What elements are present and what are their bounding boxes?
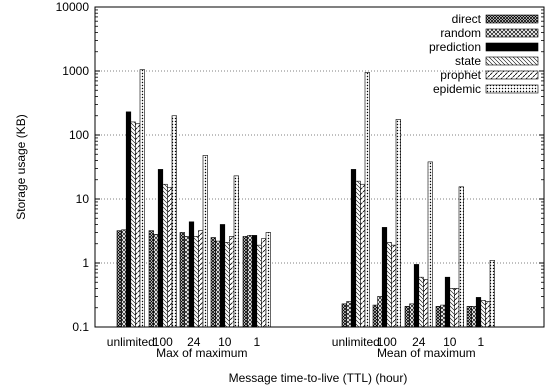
x-tick-label: 1 [477, 335, 484, 349]
x-tick-label: 10 [443, 335, 457, 349]
x-tick-label: 24 [412, 335, 426, 349]
x-tick-label: 24 [187, 335, 201, 349]
y-tick-label: 1000 [62, 64, 89, 78]
bar-random [409, 303, 415, 328]
bar-state [480, 300, 486, 328]
legend-label: random [440, 26, 481, 40]
bar-epidemic [458, 186, 464, 328]
legend: directrandompredictionstateprophetepidem… [429, 12, 539, 96]
bar-random [247, 235, 253, 328]
bar-direct [466, 306, 472, 328]
group-label: Mean of maximum [377, 346, 476, 360]
bar-prophet [198, 230, 204, 328]
y-tick-label: 100 [69, 128, 89, 142]
bar-prediction [413, 264, 420, 328]
bar-epidemic [489, 260, 495, 328]
x-tick-label: unlimited [332, 335, 380, 349]
bar-epidemic [233, 175, 239, 328]
bar-prediction [381, 227, 388, 328]
bar-epidemic [139, 69, 145, 328]
bar-state [418, 276, 424, 328]
bar-epidemic [427, 161, 433, 328]
x-tick-label: 1 [253, 335, 260, 349]
bar-prophet [360, 183, 366, 328]
bar-prediction [444, 276, 451, 328]
y-tick-label: 10 [76, 192, 90, 206]
bar-epidemic [202, 155, 208, 328]
legend-swatch-prophet [485, 70, 539, 80]
x-tick-label: 10 [218, 335, 232, 349]
plot-frame [94, 6, 545, 328]
bar-prediction [251, 235, 258, 328]
bar-state [162, 183, 168, 328]
x-axis-label: Message time-to-live (TTL) (hour) [229, 371, 408, 385]
group-label: Max of maximum [156, 346, 247, 360]
bar-state [449, 288, 455, 328]
legend-swatch-epidemic [485, 84, 539, 94]
legend-swatch-random [485, 28, 539, 38]
bar-prediction [219, 224, 226, 328]
bar-random [215, 240, 221, 328]
x-tick-label: 100 [153, 335, 173, 349]
bar-prophet [485, 301, 491, 328]
bar-random [184, 236, 190, 328]
bar-prophet [261, 238, 267, 328]
bar-direct [341, 303, 347, 328]
bar-random [377, 296, 383, 328]
legend-label: epidemic [433, 82, 481, 96]
bar-direct [435, 306, 441, 328]
bars [116, 69, 495, 328]
y-tick-label: 0.1 [72, 320, 89, 334]
legend-swatch-state [485, 56, 539, 66]
bar-prediction [188, 221, 195, 328]
bar-random [153, 234, 159, 328]
legend-swatch-direct [485, 14, 539, 24]
y-tick-label: 1 [82, 256, 89, 270]
bar-random [440, 304, 446, 328]
bar-state [130, 121, 136, 328]
y-axis: 0.1 1 10 100 1000 10000 [56, 0, 544, 334]
bar-random [346, 301, 352, 328]
legend-label: prophet [440, 68, 481, 82]
bar-state [355, 180, 361, 328]
legend-label: direct [452, 12, 482, 26]
bar-prophet [423, 279, 429, 328]
legend-label: prediction [429, 40, 481, 54]
bar-epidemic [364, 72, 370, 328]
bar-prophet [454, 288, 460, 328]
bar-direct [179, 232, 185, 328]
bar-prediction [350, 169, 357, 328]
bar-prophet [167, 187, 173, 328]
bar-random [121, 229, 127, 328]
y-axis-label: Storage usage (KB) [14, 114, 28, 219]
y-tick-label: 10000 [56, 0, 90, 14]
bar-prophet [391, 244, 397, 328]
bar-state [224, 242, 230, 328]
bar-direct [148, 230, 154, 328]
legend-label: state [455, 54, 481, 68]
bar-direct [210, 237, 216, 328]
bar-direct [372, 304, 378, 328]
bar-direct [242, 236, 248, 328]
bar-direct [404, 306, 410, 328]
x-tick-label: 100 [377, 335, 397, 349]
legend-swatch-prediction [485, 42, 539, 52]
bar-state [193, 236, 199, 328]
bar-state [386, 242, 392, 328]
bar-prediction [125, 111, 132, 328]
bar-random [471, 306, 477, 328]
bar-prediction [157, 169, 164, 328]
bar-direct [116, 230, 122, 328]
x-tick-label: unlimited [107, 335, 155, 349]
bar-epidemic [395, 119, 401, 328]
bar-epidemic [171, 115, 177, 328]
bar-prediction [475, 297, 482, 328]
bar-prophet [135, 123, 141, 328]
bar-prophet [229, 236, 235, 328]
bar-epidemic [265, 232, 271, 328]
bar-state [256, 244, 262, 328]
